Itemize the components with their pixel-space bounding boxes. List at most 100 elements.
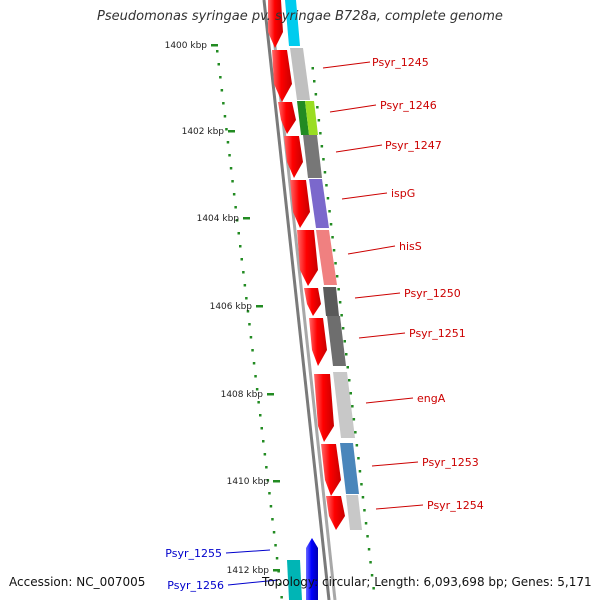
gene-arrow[interactable]: [278, 102, 296, 134]
scale-dot: [363, 509, 366, 512]
scale-dot: [260, 427, 263, 430]
gene-label[interactable]: hisS: [399, 240, 422, 253]
scale-dot: [326, 197, 330, 200]
gene-box[interactable]: [285, 0, 300, 46]
label-leader: [358, 332, 406, 339]
gene-arrow[interactable]: [321, 444, 341, 496]
gene-box[interactable]: [309, 179, 329, 228]
scale-dot: [323, 171, 327, 174]
scale-dot: [311, 67, 314, 70]
scale-dot: [254, 375, 257, 378]
scale-dot: [274, 544, 277, 547]
gene-label[interactable]: Psyr_1255: [165, 547, 222, 560]
gene-box[interactable]: [323, 287, 339, 316]
scale-dot: [251, 349, 254, 352]
scale-dot: [259, 414, 262, 417]
scale-dot: [217, 63, 220, 66]
scale-dot: [249, 336, 253, 339]
scale-dot: [358, 470, 362, 473]
gene-box[interactable]: [346, 495, 362, 530]
scale-dot: [240, 258, 243, 261]
scale-dot: [268, 492, 271, 495]
forward-genes: [268, 0, 345, 530]
gene-labels: Psyr_1245 Psyr_1246 Psyr_1247 ispG hisS Psyr_…: [165, 56, 483, 592]
scale-dot: [355, 444, 359, 447]
scale-dot: [245, 297, 248, 300]
kbp-tick-label: 1412 kbp: [227, 566, 270, 576]
scale-dot: [370, 574, 374, 577]
kbp-tick-label: 1400 kbp: [165, 41, 208, 51]
scale-dot: [313, 80, 316, 83]
scale-dot: [265, 466, 268, 469]
scale-dot: [228, 154, 231, 157]
gene-arrow[interactable]: [284, 136, 303, 178]
scale-dot: [243, 284, 247, 287]
scale-dot: [229, 167, 233, 170]
scale-dot: [239, 245, 242, 248]
scale-dot: [322, 158, 325, 161]
gene-arrow[interactable]: [306, 538, 318, 600]
gene-label[interactable]: Psyr_1250: [404, 287, 461, 300]
kbp-tick-label: 1408 kbp: [221, 390, 264, 400]
gene-label[interactable]: Psyr_1246: [380, 99, 437, 112]
label-leader: [322, 61, 371, 69]
label-leader: [227, 579, 279, 586]
scale-dot: [226, 141, 230, 144]
scale-dot: [280, 596, 283, 599]
gene-arrow[interactable]: [297, 230, 318, 286]
kbp-tick-label: 1406 kbp: [210, 302, 253, 312]
scale-dot: [316, 106, 319, 109]
scale-dot: [216, 50, 219, 53]
scale-dot: [223, 115, 227, 118]
gene-label[interactable]: Psyr_1251: [409, 327, 466, 340]
scale-dot: [357, 457, 360, 460]
gene-box[interactable]: [290, 48, 310, 100]
gene-arrow[interactable]: [268, 0, 283, 48]
gene-arrow[interactable]: [290, 180, 310, 228]
scale-dot: [348, 379, 351, 382]
scale-dot: [252, 362, 256, 365]
scale-dot: [319, 132, 322, 135]
scale-dot: [246, 310, 250, 313]
gene-arrow[interactable]: [304, 288, 321, 316]
gene-box[interactable]: [316, 230, 337, 285]
label-leaders: [225, 61, 424, 586]
scale-dot: [332, 249, 336, 252]
gene-arrow[interactable]: [309, 318, 327, 366]
gene-box[interactable]: [303, 135, 322, 178]
gene-arrow[interactable]: [326, 496, 345, 530]
gene-box[interactable]: [327, 316, 346, 366]
gene-label[interactable]: engA: [417, 392, 446, 405]
scale-dot: [354, 431, 357, 434]
scale-dot: [338, 301, 342, 304]
gene-label[interactable]: Psyr_1253: [422, 456, 479, 469]
gene-label[interactable]: Psyr_1245: [372, 56, 429, 69]
gene-arrow[interactable]: [314, 374, 334, 442]
scale-dot: [237, 232, 240, 235]
genome-title: Pseudomonas syringae pv. syringae B728a,…: [97, 9, 503, 24]
backbone-outer: [262, 0, 331, 601]
scale-dot: [271, 518, 274, 521]
bottom-genes: [287, 538, 318, 600]
gene-box[interactable]: [305, 101, 318, 135]
backbone-inner: [268, 0, 337, 601]
kbp-ticks: 1400 kbp 1402 kbp 1404 kbp 1406 kbp 1408 kbp…: [165, 41, 280, 576]
gene-box[interactable]: [333, 372, 355, 438]
scale-dot: [360, 483, 363, 486]
scale-dot: [349, 392, 352, 395]
gene-label[interactable]: Psyr_1247: [385, 139, 442, 152]
gene-box[interactable]: [287, 560, 302, 600]
gene-label[interactable]: Psyr_1256: [167, 579, 224, 592]
gene-box[interactable]: [340, 443, 359, 494]
scale-dot: [242, 271, 245, 274]
scale-dots: [216, 50, 377, 603]
scale-dot: [372, 587, 375, 590]
gene-arrow[interactable]: [272, 50, 292, 102]
label-leader: [365, 397, 414, 404]
gene-label[interactable]: Psyr_1254: [427, 499, 484, 512]
label-leader: [335, 144, 383, 153]
label-leader: [371, 461, 419, 467]
scale-dot: [222, 102, 225, 105]
gene-label[interactable]: ispG: [391, 187, 415, 200]
scale-dot: [367, 548, 371, 551]
